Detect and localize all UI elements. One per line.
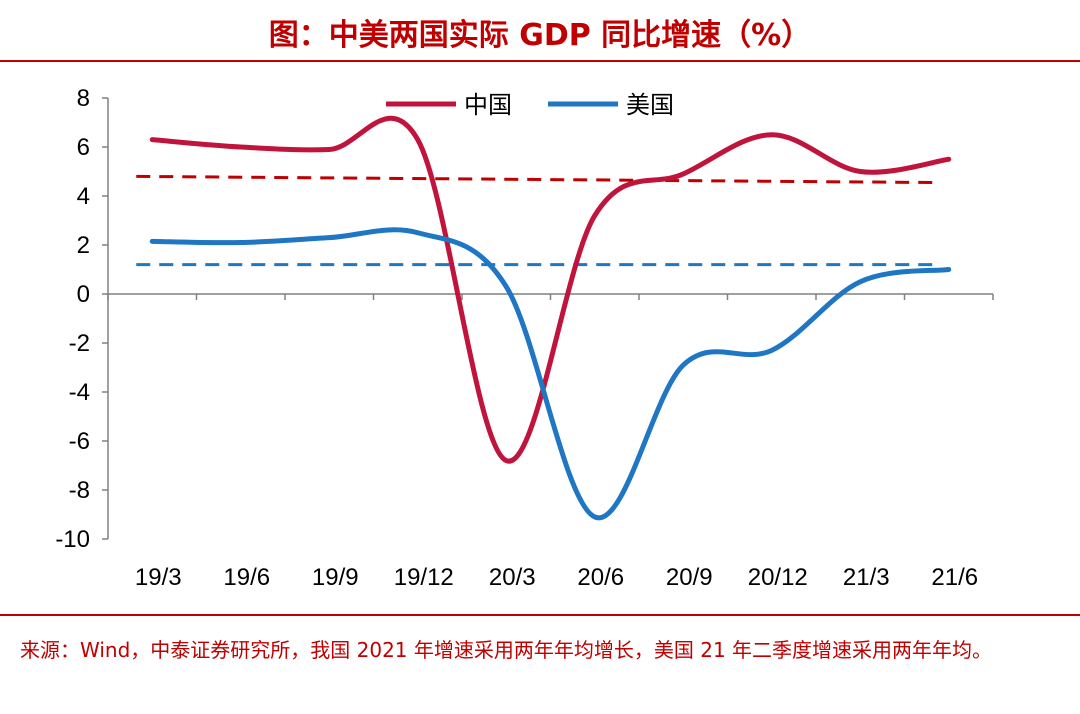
legend: 中国 美国 (386, 91, 674, 119)
reference-line-1 (136, 174, 933, 185)
legend-label-1: 中国 (464, 91, 512, 119)
series-usa-line (149, 227, 952, 521)
series-china-line (149, 115, 952, 464)
x-tick-label: 20/6 (577, 564, 624, 591)
title-bar: 图：中美两国实际 GDP 同比增速（%） (0, 0, 1080, 62)
x-tick-label: 20/9 (666, 564, 713, 591)
top-rule (0, 60, 1080, 62)
reference-lines (136, 174, 933, 267)
y-tick-label: 2 (77, 232, 90, 259)
bottom-rule (0, 614, 1080, 616)
y-tick-label: 4 (77, 183, 90, 210)
y-tick-label: -6 (69, 428, 90, 455)
y-tick-label: 8 (77, 85, 90, 112)
y-tick-label: 6 (77, 134, 90, 161)
y-tick-label: -8 (69, 477, 90, 504)
x-tick-label: 20/3 (489, 564, 536, 591)
chart-title: 图：中美两国实际 GDP 同比增速（%） (268, 18, 812, 53)
series-lines (149, 115, 952, 521)
legend-label-2: 美国 (626, 91, 674, 119)
x-tick-label: 19/3 (135, 564, 182, 591)
y-tick-label: -4 (69, 379, 90, 406)
x-tick-label: 20/12 (748, 564, 808, 591)
x-tick-label: 19/12 (394, 564, 454, 591)
y-tick-label: 0 (77, 281, 90, 308)
gdp-line-chart: 8 6 4 2 0 -2 -4 -6 -8 -10 19/3 19/6 19/9 19/12 20/3 20/… (55, 85, 994, 591)
x-tick-label: 19/6 (223, 564, 270, 591)
y-tick-label: -2 (69, 330, 90, 357)
x-tick-label: 21/3 (843, 564, 890, 591)
y-tick-label: -10 (55, 526, 90, 553)
source-note: 来源：Wind，中泰证券研究所，我国 2021 年增速采用两年年均增长，美国 2… (20, 638, 993, 662)
x-tick-label: 21/6 (931, 564, 978, 591)
x-tick-label: 19/9 (312, 564, 359, 591)
axes: 8 6 4 2 0 -2 -4 -6 -8 -10 19/3 19/6 19/9 19/12 20/3 20/… (55, 85, 994, 591)
